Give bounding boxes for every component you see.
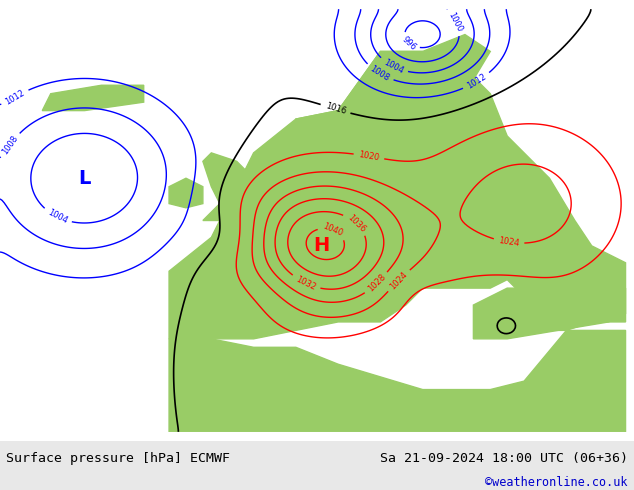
Text: 1000: 1000	[446, 10, 464, 33]
Text: 1020: 1020	[358, 150, 380, 163]
Text: 1004: 1004	[382, 58, 405, 75]
Polygon shape	[169, 51, 626, 339]
Text: 1024: 1024	[498, 236, 520, 248]
Polygon shape	[474, 288, 626, 339]
Polygon shape	[203, 153, 271, 220]
Text: 1004: 1004	[46, 208, 68, 225]
Text: ©weatheronline.co.uk: ©weatheronline.co.uk	[485, 476, 628, 489]
Text: L: L	[79, 169, 91, 188]
Text: 1036: 1036	[346, 213, 367, 234]
Text: 1016: 1016	[324, 101, 347, 117]
Text: 1008: 1008	[368, 64, 391, 83]
Text: 1032: 1032	[294, 274, 317, 292]
Polygon shape	[169, 330, 626, 432]
Text: 1024: 1024	[388, 270, 409, 291]
Text: 1012: 1012	[4, 88, 26, 106]
Text: 1028: 1028	[366, 272, 387, 294]
Text: 1012: 1012	[465, 72, 488, 91]
Polygon shape	[42, 85, 144, 111]
Text: Surface pressure [hPa] ECMWF: Surface pressure [hPa] ECMWF	[6, 452, 230, 465]
Text: Sa 21-09-2024 18:00 UTC (06+36): Sa 21-09-2024 18:00 UTC (06+36)	[380, 452, 628, 465]
Text: 1008: 1008	[1, 134, 20, 156]
Text: H: H	[313, 236, 329, 255]
Polygon shape	[169, 178, 203, 208]
Text: 996: 996	[400, 34, 418, 52]
Polygon shape	[296, 34, 490, 161]
Text: 1040: 1040	[321, 222, 344, 239]
